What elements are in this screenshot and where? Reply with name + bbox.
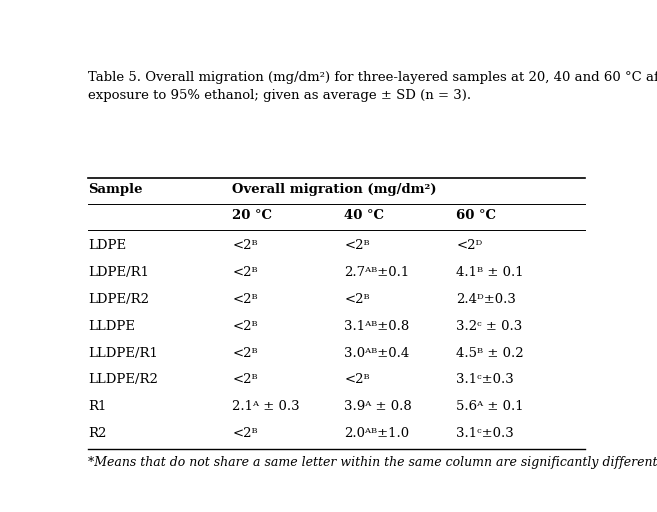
- Text: <2ᴮ: <2ᴮ: [233, 373, 258, 387]
- Text: LDPE: LDPE: [88, 240, 126, 252]
- Text: LLDPE/R1: LLDPE/R1: [88, 347, 158, 359]
- Text: 20 °C: 20 °C: [233, 209, 273, 223]
- Text: 2.4ᴰ±0.3: 2.4ᴰ±0.3: [457, 293, 516, 306]
- Text: LLDPE: LLDPE: [88, 320, 135, 333]
- Text: 3.0ᴬᴮ±0.4: 3.0ᴬᴮ±0.4: [344, 347, 409, 359]
- Text: 3.9ᴬ ± 0.8: 3.9ᴬ ± 0.8: [344, 400, 412, 413]
- Text: <2ᴰ: <2ᴰ: [457, 240, 483, 252]
- Text: 2.0ᴬᴮ±1.0: 2.0ᴬᴮ±1.0: [344, 427, 409, 440]
- Text: 60 °C: 60 °C: [457, 209, 497, 223]
- Text: <2ᴮ: <2ᴮ: [344, 240, 370, 252]
- Text: 3.1ᶜ±0.3: 3.1ᶜ±0.3: [457, 427, 514, 440]
- Text: 5.6ᴬ ± 0.1: 5.6ᴬ ± 0.1: [457, 400, 524, 413]
- Text: *Means that do not share a same letter within the same column are significantly : *Means that do not share a same letter w…: [88, 457, 657, 470]
- Text: <2ᴮ: <2ᴮ: [233, 293, 258, 306]
- Text: R1: R1: [88, 400, 106, 413]
- Text: 3.1ᴬᴮ±0.8: 3.1ᴬᴮ±0.8: [344, 320, 409, 333]
- Text: 3.1ᶜ±0.3: 3.1ᶜ±0.3: [457, 373, 514, 387]
- Text: LLDPE/R2: LLDPE/R2: [88, 373, 158, 387]
- Text: Table 5. Overall migration (mg/dm²) for three-layered samples at 20, 40 and 60 °: Table 5. Overall migration (mg/dm²) for …: [88, 71, 657, 102]
- Text: LDPE/R2: LDPE/R2: [88, 293, 149, 306]
- Text: 2.1ᴬ ± 0.3: 2.1ᴬ ± 0.3: [233, 400, 300, 413]
- Text: <2ᴮ: <2ᴮ: [344, 373, 370, 387]
- Text: <2ᴮ: <2ᴮ: [233, 427, 258, 440]
- Text: 4.5ᴮ ± 0.2: 4.5ᴮ ± 0.2: [457, 347, 524, 359]
- Text: <2ᴮ: <2ᴮ: [233, 266, 258, 279]
- Text: Sample: Sample: [88, 183, 143, 196]
- Text: <2ᴮ: <2ᴮ: [344, 293, 370, 306]
- Text: 3.2ᶜ ± 0.3: 3.2ᶜ ± 0.3: [457, 320, 522, 333]
- Text: LDPE/R1: LDPE/R1: [88, 266, 149, 279]
- Text: 40 °C: 40 °C: [344, 209, 384, 223]
- Text: Overall migration (mg/dm²): Overall migration (mg/dm²): [233, 183, 437, 196]
- Text: 2.7ᴬᴮ±0.1: 2.7ᴬᴮ±0.1: [344, 266, 409, 279]
- Text: <2ᴮ: <2ᴮ: [233, 240, 258, 252]
- Text: 4.1ᴮ ± 0.1: 4.1ᴮ ± 0.1: [457, 266, 524, 279]
- Text: R2: R2: [88, 427, 106, 440]
- Text: <2ᴮ: <2ᴮ: [233, 347, 258, 359]
- Text: <2ᴮ: <2ᴮ: [233, 320, 258, 333]
